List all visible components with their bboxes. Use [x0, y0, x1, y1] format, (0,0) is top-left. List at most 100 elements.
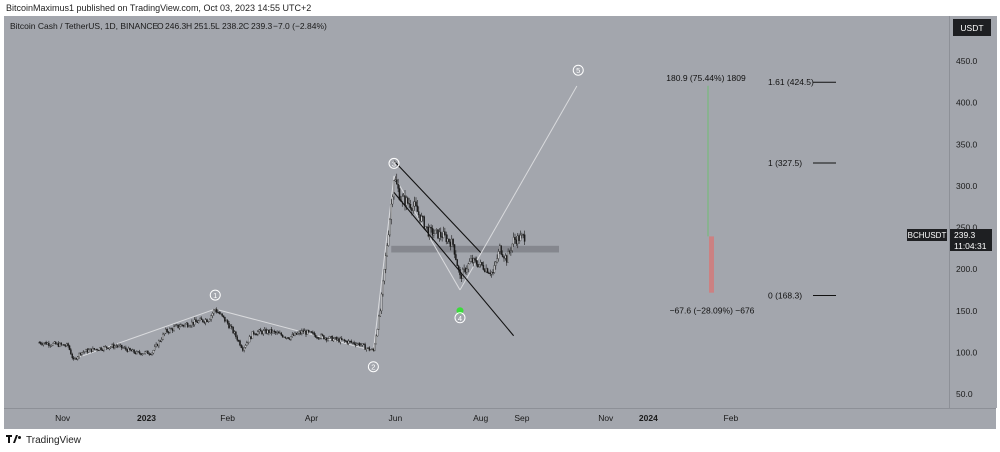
currency-label: USDT [960, 23, 983, 33]
ohlc-l-value: 238.2 [222, 21, 244, 31]
candle-body [122, 347, 124, 349]
candle-body [217, 312, 219, 314]
candle-body [511, 243, 513, 251]
candle-body [96, 348, 98, 351]
candle-body [442, 231, 445, 238]
candle-body [182, 325, 185, 327]
candle-body [257, 331, 259, 335]
measure-down-label: −67.6 (−28.09%) −676 [670, 306, 755, 316]
candle-body [175, 324, 178, 326]
time-axis[interactable] [4, 408, 996, 429]
candle-body [169, 328, 171, 333]
candle-body [279, 332, 281, 334]
candle-body [89, 348, 91, 351]
currency-badge[interactable] [953, 19, 991, 36]
candle-body [284, 336, 287, 338]
ohlc-o-value: 246.3 [165, 21, 187, 31]
candle-body [248, 336, 251, 343]
candle-body [420, 216, 423, 222]
candle-body [44, 342, 46, 344]
candle-body [118, 345, 120, 347]
candle-body [273, 330, 276, 333]
wave-label-number: 4 [458, 314, 462, 323]
candle-body [356, 343, 358, 346]
candle-body [111, 344, 113, 348]
candle-body [230, 326, 233, 328]
candle-body [401, 196, 403, 202]
x-tick-label: Feb [220, 413, 235, 423]
candle-body [373, 343, 376, 351]
wave-label-circle [209, 289, 221, 301]
footer: TradingView [6, 434, 81, 447]
publisher-line: BitcoinMaximus1 published on TradingView… [6, 3, 312, 13]
candle-body [48, 342, 50, 346]
candle-body [145, 350, 148, 352]
price-axis[interactable] [949, 16, 997, 408]
candle-body [283, 336, 285, 338]
candle-body [287, 337, 289, 339]
candle-body [239, 340, 241, 346]
candle-body [259, 329, 262, 332]
tradingview-logo-icon [6, 434, 22, 447]
wave-segment [372, 175, 395, 351]
candle-body [306, 330, 309, 335]
candle-body [302, 330, 304, 333]
candle-body [77, 356, 79, 360]
candle-body [74, 357, 76, 360]
candle-body [508, 251, 511, 253]
candle-body [492, 272, 494, 274]
candle-body [247, 341, 249, 343]
candle-body [228, 323, 230, 329]
wave-segment [459, 85, 578, 291]
chart-area[interactable] [4, 16, 949, 408]
candle-body [236, 336, 238, 341]
y-tick-label: 100.0 [956, 347, 978, 357]
candle-body [269, 329, 271, 334]
candle-body [514, 237, 516, 240]
candle-body [129, 347, 131, 351]
candle-body [83, 351, 86, 353]
candle-body [214, 309, 216, 311]
candle-body [116, 345, 119, 347]
candle-body [291, 334, 293, 337]
candle-body [294, 332, 296, 336]
candle-body [301, 330, 303, 334]
candle-body [131, 349, 134, 352]
wave-label-number: 2 [371, 363, 375, 372]
x-tick-label: 2023 [137, 413, 156, 423]
candle-body [105, 346, 108, 349]
candle-body [215, 309, 218, 313]
candle-body [207, 321, 210, 323]
candle-body [288, 338, 291, 340]
candle-body [251, 331, 254, 339]
candle-body [152, 350, 155, 354]
candle-body [329, 336, 332, 338]
candle-body [349, 340, 351, 342]
candle-body [243, 347, 245, 351]
candle-body [415, 201, 417, 206]
candle-body [303, 330, 306, 333]
x-tick-label: Feb [724, 413, 739, 423]
candle-body [71, 354, 74, 359]
candle-body [206, 319, 208, 322]
candle-body [115, 345, 118, 347]
fib-layer: 1.61 (424.5) 1 (327.5) 0 (168.3) [768, 77, 836, 301]
candle-body [488, 272, 490, 274]
candle-body [437, 229, 439, 239]
candle-body [108, 347, 111, 350]
candle-body [321, 334, 324, 336]
candle-body [42, 343, 45, 345]
x-tick-label: Nov [598, 413, 614, 423]
candle-body [281, 334, 284, 338]
candle-body [517, 235, 519, 245]
wave-label-number: 5 [576, 66, 580, 75]
symbol-legend: Bitcoin Cash / TetherUS, 1D, BINANCE O 2… [10, 21, 327, 31]
wave-label-layer: 1 2 3 4 5 [209, 64, 584, 373]
candle-body [481, 262, 483, 266]
candle-body [39, 342, 42, 344]
candle-body [171, 328, 174, 331]
wave-segment [215, 308, 374, 352]
candle-body [299, 331, 302, 334]
candle-body [404, 195, 406, 206]
candle-body [162, 334, 164, 340]
